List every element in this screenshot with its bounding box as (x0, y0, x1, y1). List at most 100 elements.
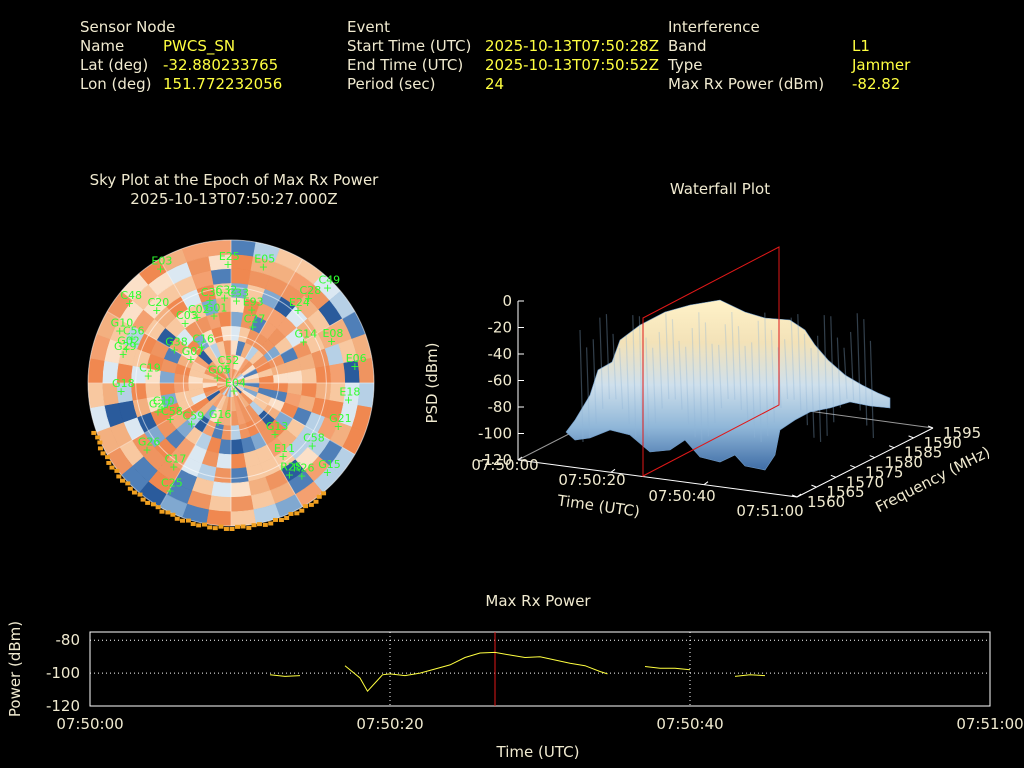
satellite-plus: + (220, 292, 229, 305)
time-axis-line (517, 459, 798, 498)
sensor-name-value: PWCS_SN (163, 37, 236, 55)
psd-tick-label: -120 (478, 451, 512, 469)
horizon-marker (196, 523, 202, 528)
horizon-marker (299, 508, 305, 513)
time-tick-label: 07:51:00 (736, 502, 803, 520)
azimuth-spoke (230, 382, 356, 455)
horizon-marker (294, 511, 300, 516)
satellite-plus: + (232, 294, 241, 307)
power-chart-title: Max Rx Power (485, 592, 591, 610)
satellite-label: C32 (216, 284, 238, 297)
psd-tick-label: -100 (478, 425, 512, 443)
satellite-label: G15 (318, 458, 341, 471)
power-x-tick-label: 07:51:00 (956, 715, 1023, 733)
satellite-label: E93 (243, 295, 264, 308)
time-tick (610, 468, 616, 473)
satellite-label: G29 (114, 340, 137, 353)
satellite-plus: + (334, 420, 343, 433)
sky-plot-satellites: +E03 +E25+E05+C49+C48 +C28+C20 +C30+C32+C33… (111, 250, 367, 497)
horizon-marker (303, 504, 309, 509)
satellite-label: E11 (274, 442, 295, 455)
power-x-tick-label: 07:50:00 (56, 715, 123, 733)
horizon-marker (223, 526, 229, 531)
surface-streak (652, 347, 657, 424)
horizon-marker (159, 509, 165, 514)
satellite-label: G21 (329, 412, 352, 425)
time-tick (703, 481, 709, 486)
horizon-marker (212, 526, 218, 531)
satellite-plus: + (142, 444, 151, 457)
horizon-marker (207, 525, 213, 530)
satellite-plus: + (117, 385, 126, 398)
epoch-marker-plane (642, 246, 780, 477)
satellite-label: G14 (295, 328, 318, 341)
satellite-plus: + (213, 416, 222, 429)
horizon-marker (288, 511, 294, 516)
surface-streak (586, 347, 591, 437)
satellite-label: G07 (182, 345, 205, 358)
surface-streak (817, 335, 822, 442)
time-tick-label: 07:50:00 (471, 456, 538, 474)
interference-power-value: -82.82 (852, 75, 901, 93)
satellite-plus: + (279, 450, 288, 463)
horizon-marker (150, 502, 156, 507)
horizon-marker (116, 474, 122, 479)
surface-streak (731, 312, 736, 400)
satellite-plus: + (157, 403, 166, 416)
power-y-tick-label: -100 (46, 664, 80, 682)
power-series-line (734, 674, 766, 677)
horizon-marker (246, 525, 252, 530)
satellite-label: C30 (201, 286, 223, 299)
power-series-line (644, 666, 691, 671)
horizon-marker (185, 518, 191, 523)
power-x-tick-label: 07:50:20 (356, 715, 423, 733)
event-period-value: 24 (485, 75, 505, 93)
sensor-lon-label: Lon (deg) (80, 75, 152, 93)
satellite-label: E04 (225, 377, 246, 390)
frequency-tick-label: 1560 (807, 493, 845, 511)
satellite-plus: + (192, 311, 201, 324)
surface-streak (836, 337, 841, 408)
satellite-label: G02 (117, 335, 140, 348)
waterfall-surface-mesh (565, 299, 891, 471)
surface-streak (579, 329, 584, 443)
satellite-plus: + (297, 470, 306, 483)
satellite-plus: + (247, 303, 256, 316)
horizon-marker (268, 521, 274, 526)
surface-streak (790, 317, 795, 400)
horizon-marker (100, 451, 106, 456)
satellite-plus: + (259, 260, 268, 273)
surface-streak (810, 347, 815, 438)
event-period-label: Period (sec) (347, 75, 436, 93)
frequency-tick (830, 474, 837, 478)
horizon-marker (109, 465, 115, 470)
satellite-label: E03 (151, 254, 172, 267)
satellite-label: C33 (227, 286, 249, 299)
horizon-marker (190, 522, 196, 527)
frequency-tick (811, 484, 817, 488)
satellite-plus: + (304, 292, 313, 305)
horizon-marker (131, 490, 137, 495)
satellite-plus: + (209, 309, 218, 322)
power-chart-frame (89, 631, 991, 707)
event-start-value: 2025-10-13T07:50:28Z (485, 37, 659, 55)
event-end-label: End Time (UTC) (347, 56, 464, 74)
frequency-axis-line (796, 427, 934, 498)
satellite-plus: + (144, 370, 153, 383)
azimuth-spoke (106, 311, 232, 384)
satellite-label: C17 (165, 452, 187, 465)
frequency-tick (927, 425, 934, 429)
horizon-marker (218, 524, 224, 529)
waterfall-surface (565, 246, 891, 477)
psd-tick-label: -60 (488, 372, 513, 390)
horizon-marker (137, 492, 143, 497)
sensor-lat-value: -32.880233765 (163, 56, 279, 74)
surface-streak (685, 346, 690, 425)
power-x-tick-label: 07:50:40 (656, 715, 723, 733)
satellite-plus: + (125, 297, 134, 310)
satellite-plus: + (327, 335, 336, 348)
sky-plot-horizon-markers (91, 430, 327, 531)
surface-streak (704, 322, 709, 437)
power-x-axis-label: Time (UTC) (496, 743, 580, 761)
